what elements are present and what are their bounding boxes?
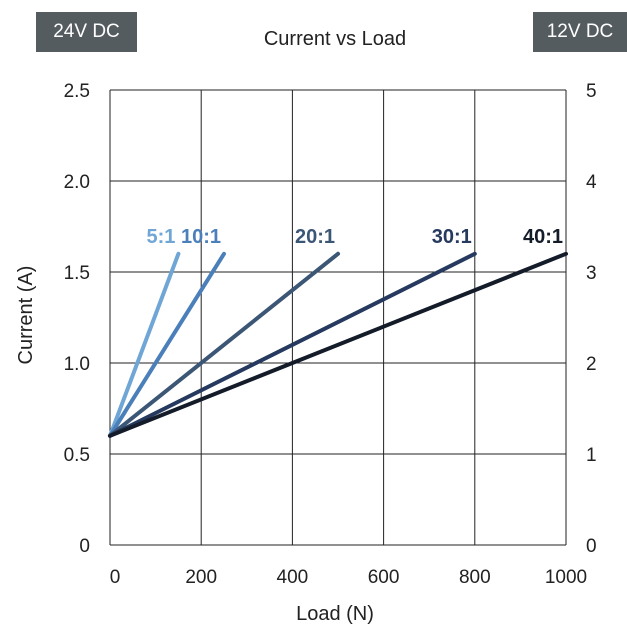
voltage-badge-24v: 24V DC [36,12,137,52]
series-line-10-1 [108,251,226,438]
y2-tick-label: 0 [586,536,597,557]
series-labels: 5:1 10:1 20:1 30:1 40:1 [146,226,563,248]
series-line-30-1 [108,251,477,438]
voltage-badge-12v: 12V DC [533,12,627,52]
x-axis-label: Load (N) [296,603,374,625]
series-label: 5:1 [146,226,175,248]
series-line-20-1 [108,251,340,438]
x-tick-label: 1000 [545,567,587,588]
y2-tick-label: 5 [586,81,597,102]
y-tick-label: 2.5 [64,81,90,102]
series-line-40-1 [108,251,568,438]
y-axis-label: Current (A) [15,266,37,365]
y-tick-label: 1.0 [64,354,90,375]
series-line-5-1 [108,251,181,438]
y-tick-label: 1.5 [64,263,90,284]
y2-tick-label: 2 [586,354,597,375]
y-tick-label: 0.5 [64,445,90,466]
y2-tick-label: 3 [586,263,597,284]
x-tick-label: 600 [368,567,400,588]
series-label: 20:1 [295,226,335,248]
x-tick-label: 0 [110,567,121,588]
x-tick-label: 200 [185,567,217,588]
series-label: 30:1 [432,226,472,248]
y-tick-label: 0 [79,536,90,557]
x-tick-label: 800 [459,567,491,588]
series-label: 40:1 [523,226,563,248]
series-lines [108,251,568,438]
y2-tick-label: 4 [586,172,597,193]
y2-tick-label: 1 [586,445,597,466]
series-label: 10:1 [181,226,221,248]
chart-title: Current vs Load [264,28,406,50]
grid [109,89,567,546]
y-tick-label: 2.0 [64,172,90,193]
x-tick-label: 400 [277,567,309,588]
